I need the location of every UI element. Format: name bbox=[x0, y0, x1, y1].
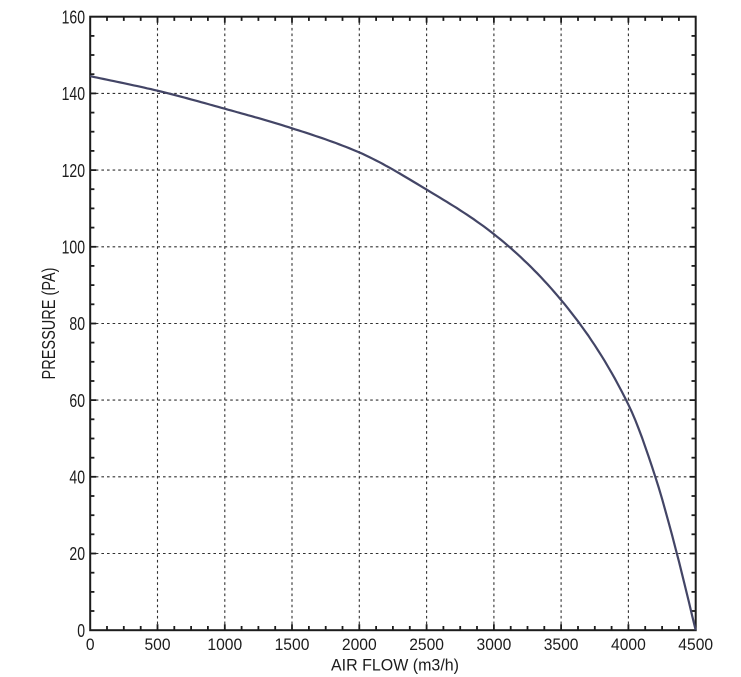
svg-text:1000: 1000 bbox=[207, 635, 242, 654]
svg-text:0: 0 bbox=[77, 621, 85, 641]
svg-text:120: 120 bbox=[62, 161, 85, 181]
svg-text:100: 100 bbox=[62, 238, 85, 258]
svg-text:80: 80 bbox=[69, 314, 85, 334]
svg-text:0: 0 bbox=[86, 635, 95, 654]
svg-text:AIR FLOW (m3/h): AIR FLOW (m3/h) bbox=[331, 656, 459, 675]
svg-text:4000: 4000 bbox=[611, 635, 646, 654]
svg-text:40: 40 bbox=[69, 468, 85, 488]
svg-text:1500: 1500 bbox=[275, 635, 310, 654]
svg-text:60: 60 bbox=[69, 391, 85, 411]
svg-text:2500: 2500 bbox=[409, 635, 444, 654]
svg-text:160: 160 bbox=[62, 7, 85, 27]
svg-text:3500: 3500 bbox=[544, 635, 579, 654]
svg-text:140: 140 bbox=[62, 84, 85, 104]
svg-text:2000: 2000 bbox=[342, 635, 377, 654]
svg-text:4500: 4500 bbox=[678, 635, 713, 654]
svg-text:20: 20 bbox=[69, 544, 85, 564]
svg-text:3000: 3000 bbox=[477, 635, 512, 654]
svg-text:500: 500 bbox=[144, 635, 170, 654]
svg-text:PRESSURE (PA): PRESSURE (PA) bbox=[39, 268, 59, 380]
